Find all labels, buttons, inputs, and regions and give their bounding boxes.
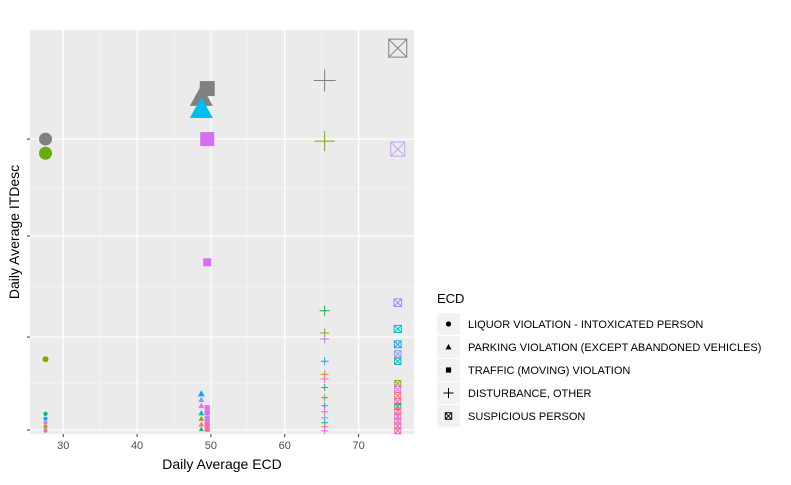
data-point-circle xyxy=(42,356,49,363)
data-point-plus xyxy=(313,69,336,92)
data-point-triangle xyxy=(197,390,205,397)
data-point-triangle xyxy=(198,402,205,409)
x-tick-label: 30 xyxy=(57,440,69,452)
data-point-square xyxy=(204,405,210,411)
x-axis-label: Daily Average ECD xyxy=(162,456,282,472)
major-gridlines xyxy=(30,30,414,434)
legend-boxx-icon xyxy=(444,412,453,420)
data-point-plus xyxy=(320,375,329,384)
legend-triangle-icon xyxy=(445,344,452,350)
data-point-plus xyxy=(321,394,329,402)
legend-label: SUSPICIOUS PERSON xyxy=(468,411,585,423)
data-point-circle xyxy=(39,132,53,146)
x-tick-label: 60 xyxy=(279,440,291,452)
data-point-triangle xyxy=(198,396,205,403)
legend-square-icon xyxy=(445,367,452,373)
minor-gridlines xyxy=(30,30,414,434)
legend-label: LIQUOR VIOLATION - INTOXICATED PERSON xyxy=(468,319,703,331)
x-axis: 30 40 50 60 70 xyxy=(57,434,365,452)
data-point-circle xyxy=(43,428,48,433)
data-point-circle xyxy=(43,411,48,416)
data-point-square xyxy=(203,258,212,267)
data-point-triangle xyxy=(198,426,204,432)
data-point-plus xyxy=(321,384,329,392)
legend-label: DISTURBANCE, OTHER xyxy=(468,388,592,400)
data-point-boxx xyxy=(393,340,402,349)
data-point-square xyxy=(204,426,210,432)
data-point-plus xyxy=(320,357,329,366)
legend: ECD LIQUOR VIOLATION - INTOXICATED PERSO… xyxy=(437,291,761,427)
data-point-boxx xyxy=(394,350,402,358)
data-point-boxx xyxy=(394,357,402,365)
data-point-plus xyxy=(321,427,329,435)
data-point-triangle xyxy=(198,410,205,416)
data-point-plus xyxy=(320,334,330,344)
x-tick-label: 40 xyxy=(131,440,143,452)
legend-plus-icon xyxy=(443,388,454,398)
data-point-boxx xyxy=(394,427,402,435)
data-points xyxy=(39,38,408,435)
legend-label: TRAFFIC (MOVING) VIOLATION xyxy=(468,365,630,377)
data-point-square xyxy=(204,410,210,416)
data-point-triangle xyxy=(189,97,213,118)
data-point-plus xyxy=(319,305,330,316)
data-point-boxx xyxy=(388,38,408,58)
data-point-circle xyxy=(39,146,53,160)
legend-title: ECD xyxy=(437,291,464,306)
legend-circle-icon xyxy=(445,321,452,327)
data-point-square xyxy=(204,416,210,422)
x-tick-label: 50 xyxy=(205,440,217,452)
data-point-square xyxy=(199,81,215,97)
data-point-plus xyxy=(321,402,329,410)
data-point-square xyxy=(200,132,215,147)
x-tick-label: 70 xyxy=(352,440,364,452)
plot-panel xyxy=(30,30,414,434)
data-point-plus xyxy=(321,408,329,416)
data-point-boxx xyxy=(393,298,403,307)
data-point-circle xyxy=(43,424,48,429)
data-point-square xyxy=(204,421,210,427)
data-point-plus xyxy=(314,131,335,152)
data-point-triangle xyxy=(198,415,205,421)
data-point-boxx xyxy=(390,141,406,157)
data-point-boxx xyxy=(393,324,402,334)
legend-label: PARKING VIOLATION (EXCEPT ABANDONED VEHI… xyxy=(468,342,761,354)
y-axis-label: Daily Average ITDesc xyxy=(6,165,22,299)
data-point-triangle xyxy=(198,421,205,427)
data-point-circle xyxy=(43,416,48,421)
data-point-circle xyxy=(43,420,48,425)
y-axis xyxy=(27,138,30,431)
